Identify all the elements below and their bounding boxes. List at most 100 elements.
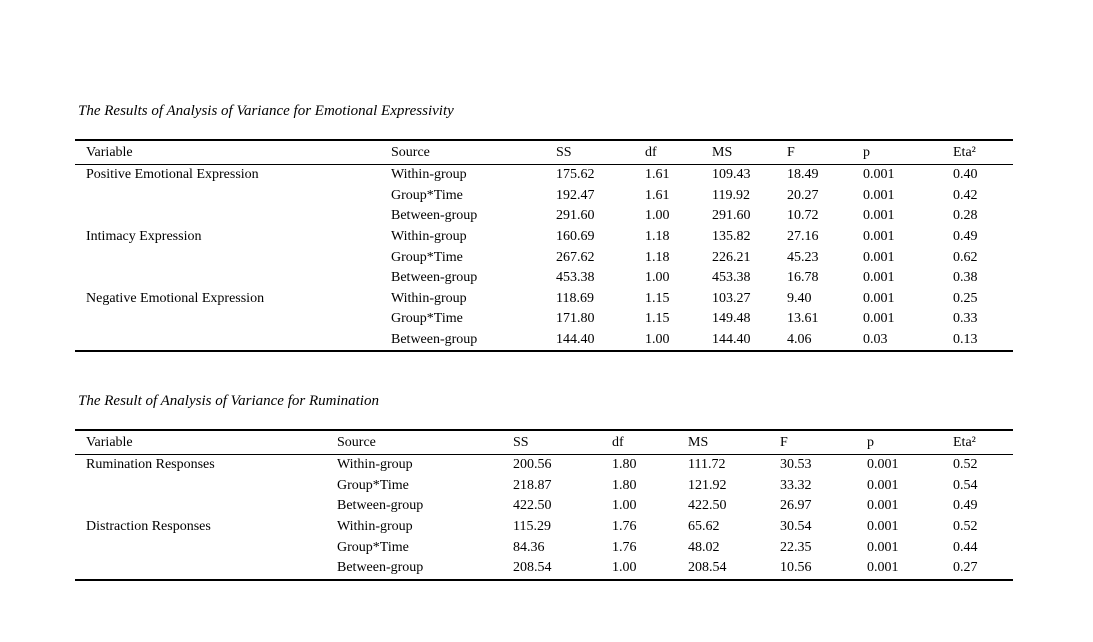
value-cell: 0.33 bbox=[953, 311, 978, 327]
source-cell: Between-group bbox=[337, 560, 424, 576]
value-cell: 109.43 bbox=[712, 167, 751, 183]
value-cell: 26.97 bbox=[780, 498, 812, 514]
column-header-source: Source bbox=[391, 144, 430, 160]
table-row: Between-group 291.60 1.00 291.60 10.72 0.001 0… bbox=[75, 206, 1013, 227]
value-cell: 0.62 bbox=[953, 249, 978, 265]
source-cell: Between-group bbox=[391, 332, 478, 348]
table-title-emotional-expressivity: The Results of Analysis of Variance for … bbox=[78, 103, 454, 119]
value-cell: 4.06 bbox=[787, 332, 812, 348]
value-cell: 208.54 bbox=[513, 560, 552, 576]
value-cell: 13.61 bbox=[787, 311, 819, 327]
value-cell: 0.38 bbox=[953, 270, 978, 286]
value-cell: 135.82 bbox=[712, 229, 751, 245]
value-cell: 27.16 bbox=[787, 229, 819, 245]
variable-cell: Positive Emotional Expression bbox=[86, 167, 259, 183]
column-header-p: p bbox=[867, 434, 874, 450]
source-cell: Group*Time bbox=[391, 249, 463, 265]
value-cell: 22.35 bbox=[780, 539, 812, 555]
value-cell: 1.18 bbox=[645, 249, 670, 265]
value-cell: 10.56 bbox=[780, 560, 812, 576]
column-header-variable: Variable bbox=[86, 144, 133, 160]
value-cell: 1.76 bbox=[612, 539, 637, 555]
value-cell: 0.49 bbox=[953, 229, 978, 245]
column-header-f: F bbox=[780, 434, 788, 450]
source-cell: Group*Time bbox=[391, 311, 463, 327]
value-cell: 18.49 bbox=[787, 167, 819, 183]
value-cell: 1.00 bbox=[645, 332, 670, 348]
value-cell: 16.78 bbox=[787, 270, 819, 286]
value-cell: 0.42 bbox=[953, 187, 978, 203]
value-cell: 0.001 bbox=[863, 208, 895, 224]
variable-cell bbox=[75, 247, 391, 268]
table-row: Between-group 208.54 1.00 208.54 10.56 0.001 0… bbox=[75, 558, 1013, 580]
column-header-f: F bbox=[787, 144, 795, 160]
column-header-ms: MS bbox=[688, 434, 709, 450]
column-header-df: df bbox=[612, 434, 624, 450]
value-cell: 30.53 bbox=[780, 457, 812, 473]
value-cell: 1.18 bbox=[645, 229, 670, 245]
value-cell: 144.40 bbox=[712, 332, 751, 348]
variable-cell: Rumination Responses bbox=[86, 457, 215, 473]
source-cell: Within-group bbox=[391, 290, 467, 306]
value-cell: 65.62 bbox=[688, 519, 720, 535]
value-cell: 115.29 bbox=[513, 519, 551, 535]
value-cell: 1.61 bbox=[645, 187, 670, 203]
value-cell: 1.15 bbox=[645, 290, 670, 306]
table-row: Rumination Responses Within-group 200.56 1.… bbox=[75, 455, 1013, 476]
table-row: Negative Emotional Expression Within-grou… bbox=[75, 289, 1013, 310]
value-cell: 0.001 bbox=[863, 167, 895, 183]
value-cell: 1.80 bbox=[612, 457, 637, 473]
table-row: Group*Time 218.87 1.80 121.92 33.32 0.001 0.54 bbox=[75, 476, 1013, 497]
value-cell: 0.52 bbox=[953, 519, 978, 535]
source-cell: Within-group bbox=[391, 229, 467, 245]
column-header-df: df bbox=[645, 144, 657, 160]
value-cell: 422.50 bbox=[513, 498, 552, 514]
value-cell: 160.69 bbox=[556, 229, 595, 245]
value-cell: 1.00 bbox=[612, 560, 637, 576]
value-cell: 118.69 bbox=[556, 290, 594, 306]
value-cell: 0.44 bbox=[953, 539, 978, 555]
value-cell: 0.54 bbox=[953, 477, 978, 493]
value-cell: 0.13 bbox=[953, 332, 978, 348]
value-cell: 0.40 bbox=[953, 167, 978, 183]
value-cell: 48.02 bbox=[688, 539, 720, 555]
value-cell: 10.72 bbox=[787, 208, 819, 224]
table-row: Distraction Responses Within-group 115.29 1… bbox=[75, 517, 1013, 538]
value-cell: 111.72 bbox=[688, 457, 726, 473]
value-cell: 0.001 bbox=[867, 477, 899, 493]
variable-cell bbox=[75, 558, 337, 580]
value-cell: 291.60 bbox=[712, 208, 751, 224]
value-cell: 0.001 bbox=[867, 519, 899, 535]
value-cell: 121.92 bbox=[688, 477, 727, 493]
variable-cell bbox=[75, 186, 391, 207]
column-header-ss: SS bbox=[556, 144, 572, 160]
value-cell: 0.001 bbox=[867, 539, 899, 555]
source-cell: Group*Time bbox=[337, 477, 409, 493]
value-cell: 0.03 bbox=[863, 332, 888, 348]
source-cell: Within-group bbox=[337, 457, 413, 473]
table-row: Group*Time 171.80 1.15 149.48 13.61 0.001 0.33 bbox=[75, 309, 1013, 330]
value-cell: 0.001 bbox=[863, 249, 895, 265]
variable-cell bbox=[75, 496, 337, 517]
value-cell: 0.001 bbox=[867, 498, 899, 514]
column-header-ms: MS bbox=[712, 144, 733, 160]
table-row: Positive Emotional Expression Within-grou… bbox=[75, 165, 1013, 186]
value-cell: 175.62 bbox=[556, 167, 595, 183]
column-header-p: p bbox=[863, 144, 870, 160]
value-cell: 0.001 bbox=[863, 311, 895, 327]
column-header-source: Source bbox=[337, 434, 376, 450]
value-cell: 226.21 bbox=[712, 249, 751, 265]
value-cell: 30.54 bbox=[780, 519, 812, 535]
value-cell: 33.32 bbox=[780, 477, 812, 493]
value-cell: 208.54 bbox=[688, 560, 727, 576]
variable-cell: Negative Emotional Expression bbox=[86, 290, 265, 306]
source-cell: Between-group bbox=[337, 498, 424, 514]
value-cell: 422.50 bbox=[688, 498, 727, 514]
variable-cell bbox=[75, 476, 337, 497]
value-cell: 1.00 bbox=[612, 498, 637, 514]
table-row: Group*Time 84.36 1.76 48.02 22.35 0.001 0.44 bbox=[75, 537, 1013, 558]
